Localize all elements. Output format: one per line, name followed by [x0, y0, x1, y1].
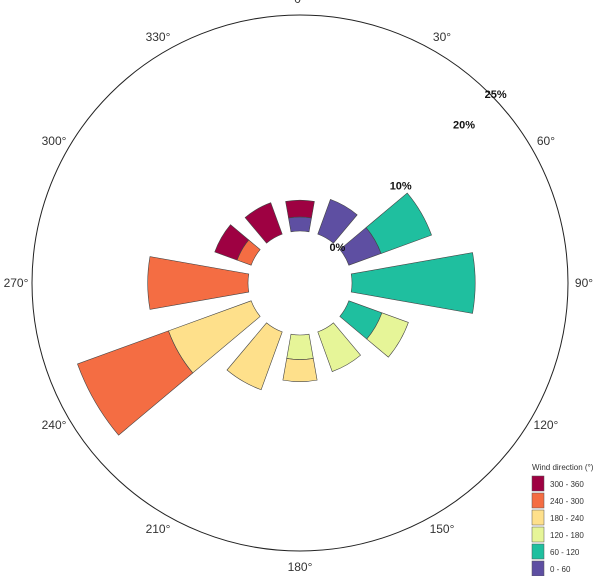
bar-segment-120-2 [366, 312, 409, 358]
radial-tick-label: 25% [485, 89, 507, 101]
bar-segment-210-3 [226, 322, 283, 391]
angle-tick-label: 180° [288, 560, 313, 574]
angle-tick-label: 300° [42, 134, 67, 148]
angle-tick-label: 240° [42, 418, 67, 432]
legend-label: 120 - 180 [550, 531, 584, 540]
angle-tick-label: 120° [534, 418, 559, 432]
angle-tick-label: 270° [4, 276, 29, 290]
legend-title: Wind direction (°) [532, 463, 594, 472]
legend-label: 180 - 240 [550, 514, 584, 523]
radial-tick-label: 10% [390, 181, 412, 193]
angle-tick-label: 30° [433, 30, 451, 44]
bar-segment-240-4 [77, 330, 194, 436]
bar-segment-270-4 [147, 256, 250, 310]
legend-swatch [531, 492, 545, 509]
angle-tick-label: 60° [537, 134, 555, 148]
legend-swatch [531, 560, 545, 576]
radial-tick-label: 0% [329, 242, 345, 254]
outer-circle [31, 14, 569, 552]
bar-segment-330-5 [244, 202, 283, 244]
bar-segment-60-1 [365, 192, 432, 254]
legend-swatch [531, 475, 545, 492]
legend-swatch [531, 509, 545, 526]
legend-label: 240 - 300 [550, 497, 584, 506]
bar-segment-180-2 [286, 333, 314, 360]
bar-segment-30-0 [317, 199, 358, 244]
legend-swatch [531, 526, 545, 543]
angle-tick-label: 0° [294, 0, 306, 6]
bar-segment-0-5 [285, 199, 315, 219]
angle-tick-label: 330° [146, 30, 171, 44]
bar-segment-0-0 [288, 216, 312, 233]
bar-segment-90-1 [350, 252, 476, 314]
bar-segment-150-2 [317, 322, 361, 372]
angle-tick-label: 90° [575, 276, 593, 290]
angle-tick-label: 150° [430, 522, 455, 536]
legend-label: 60 - 120 [550, 548, 580, 557]
radial-tick-label: 20% [453, 120, 475, 132]
angle-tick-label: 210° [146, 522, 171, 536]
legend-swatch [531, 543, 545, 560]
legend-label: 0 - 60 [550, 565, 571, 574]
bar-segment-180-3 [282, 358, 318, 382]
bar-segment-300-5 [214, 224, 250, 261]
legend-label: 300 - 360 [550, 480, 584, 489]
